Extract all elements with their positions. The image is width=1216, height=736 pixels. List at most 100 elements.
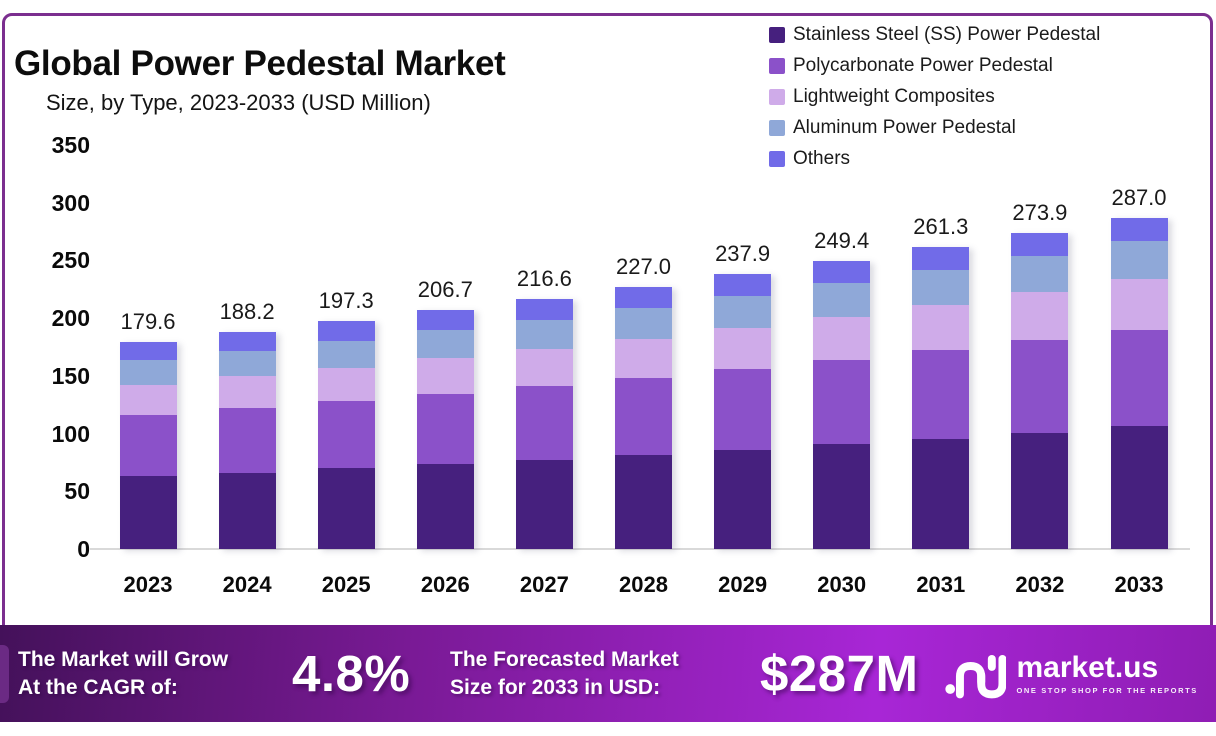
legend-item: Polycarbonate Power Pedestal [769,55,1100,77]
bar-2032 [1011,232,1069,549]
x-axis-label: 2026 [420,572,470,597]
bar-segment [615,377,672,455]
bar-segment [1110,241,1168,280]
bar-segment [1011,432,1069,549]
bar-segment [119,360,177,385]
x-axis-label: 2033 [1114,572,1164,597]
bar-segment [515,459,573,549]
bar-2028 [615,286,672,549]
bar-segment [615,338,672,378]
bar-segment [714,274,772,296]
x-axis-label: 2025 [321,572,371,597]
bar-segment [218,376,276,409]
bar-2031 [912,247,970,549]
bar-segment [317,321,375,341]
forecast-label-line2: Size for 2033 in USD: [450,675,661,699]
bar-segment [1110,329,1168,427]
bar-total-label: 197.3 [318,288,374,314]
bar-segment [515,386,573,460]
bar-segment [515,348,573,387]
bar-segment [615,308,672,339]
logo-text-block: market.us ONE STOP SHOP FOR THE REPORTS [1016,650,1197,695]
bar-segment [317,340,375,368]
bar-segment [218,408,276,473]
legend-swatch-icon [769,151,785,167]
cagr-value: 4.8% [292,645,411,702]
bar-segment [317,468,375,549]
legend-item-label: Aluminum Power Pedestal [793,117,1016,138]
bar-segment [515,298,573,320]
bar-2023 [119,341,177,549]
legend-item: Lightweight Composites [769,86,1100,108]
legend-item-label: Stainless Steel (SS) Power Pedestal [793,24,1101,45]
bar-segment [416,464,474,549]
logo-text: market.us [1016,650,1159,684]
bar-segment [912,269,970,305]
bar-segment [1110,217,1168,242]
bar-segment [813,261,871,284]
legend-item: Others [769,148,1100,170]
bar-segment [912,350,970,439]
bar-segment [119,415,177,477]
bar-segment [218,350,276,377]
x-axis-label: 2023 [123,572,173,597]
bar-segment [714,369,772,450]
cagr-label-line2: At the CAGR of: [18,675,178,699]
bar-segment [813,444,871,549]
legend-item: Stainless Steel (SS) Power Pedestal [769,24,1100,46]
bar-segment [416,393,474,464]
bar-segment [714,327,772,370]
bar-2027 [515,298,573,549]
bar-segment [416,310,474,331]
bar-total-label: 237.9 [715,241,771,267]
bar-segment [416,358,474,394]
legend-item: Aluminum Power Pedestal [769,117,1100,139]
y-tick-label: 300 [51,189,90,216]
bar-segment [119,476,177,549]
x-axis-label: 2027 [519,572,569,597]
bar-segment [912,304,970,351]
legend-swatch-icon [769,89,785,105]
legend: Stainless Steel (SS) Power Pedestal Polyc… [769,24,1100,179]
footer-banner: The Market will Grow At the CAGR of: 4.8… [0,625,1216,722]
bar-segment [1110,279,1168,330]
bar-segment [119,384,177,416]
forecast-label-line1: The Forecasted Market [450,648,679,672]
bar-segment [1011,255,1069,293]
y-tick-label: 250 [51,247,90,274]
bar-2024 [218,331,276,549]
bar-total-label: 188.2 [219,298,275,324]
forecast-label: The Forecasted Market Size for 2033 in U… [450,646,752,701]
legend-swatch-icon [769,27,785,43]
bar-segment [1110,426,1168,549]
x-axis-label: 2024 [222,572,272,597]
chart-border-frame [2,13,1213,706]
forecast-value: $287M [760,645,919,702]
x-axis-label: 2031 [916,572,966,597]
legend-swatch-icon [769,120,785,136]
bar-segment [714,295,772,328]
bar-segment [317,367,375,402]
bar-segment [912,438,970,549]
banner-left-tab [0,645,9,703]
bar-total-label: 261.3 [913,214,969,240]
marketus-logo: market.us ONE STOP SHOP FOR THE REPORTS [944,647,1197,701]
bar-segment [416,330,474,359]
bar-total-label: 206.7 [417,277,473,303]
x-axis-label: 2032 [1015,572,1065,597]
bar-2025 [317,321,375,549]
bar-total-label: 273.9 [1012,199,1068,225]
x-axis-label: 2028 [619,572,668,597]
legend-item-label: Lightweight Composites [793,86,995,107]
bar-total-label: 227.0 [615,253,672,279]
bar-segment [218,472,276,549]
bar-total-label: 287.0 [1111,184,1167,210]
cagr-label-line1: The Market will Grow [18,648,229,672]
bar-segment [515,319,573,349]
bar-segment [317,401,375,469]
bar-segment [813,283,871,317]
chart-subtitle: Size, by Type, 2023-2033 (USD Million) [46,90,431,115]
y-tick-label: 200 [51,305,90,332]
bar-segment [615,286,672,309]
